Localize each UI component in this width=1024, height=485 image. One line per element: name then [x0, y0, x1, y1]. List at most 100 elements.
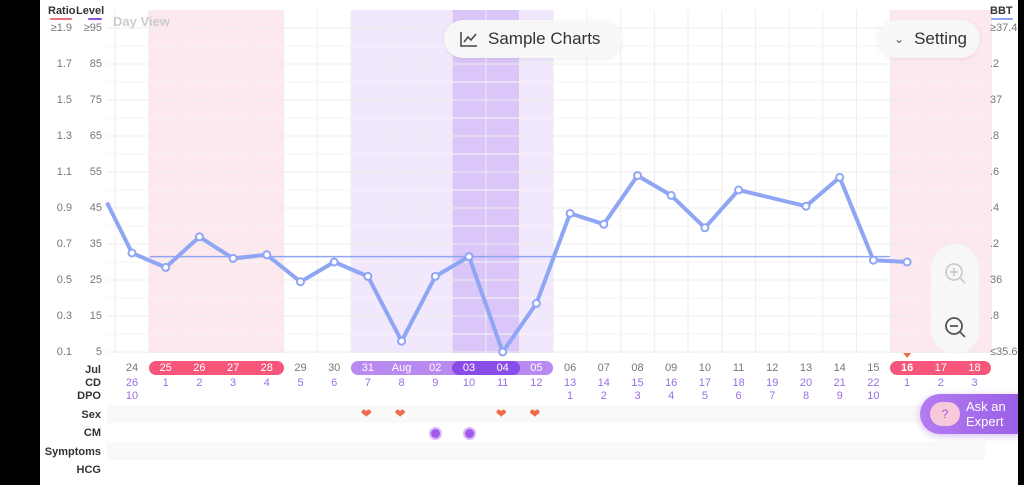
heart-icon[interactable]: ❤	[360, 406, 372, 421]
bbt-tick: 36	[990, 274, 1003, 286]
day-label[interactable]: 08	[631, 362, 644, 374]
bbt-point	[902, 257, 912, 267]
cd-value: 19	[766, 377, 779, 389]
bbt-tick: .2	[990, 58, 1000, 70]
dpo-value: 5	[701, 390, 708, 402]
day-label[interactable]: 25	[159, 362, 172, 374]
cd-value: 11	[496, 377, 509, 389]
cd-value: 14	[597, 377, 610, 389]
day-label[interactable]: 30	[328, 362, 341, 374]
ratio-tick: 0.1	[56, 346, 72, 358]
dpo-value: 3	[634, 390, 641, 402]
dpo-value: 7	[769, 390, 776, 402]
date-range-pill	[148, 361, 284, 375]
cd-value: 17	[698, 377, 712, 389]
bbt-tick: .4	[990, 202, 1000, 214]
cervical-mucus-icon[interactable]	[463, 427, 476, 440]
day-label[interactable]: 12	[766, 362, 779, 374]
sex-label: Sex	[81, 409, 101, 421]
level-tick: 15	[89, 310, 102, 322]
bbt-point	[700, 223, 710, 233]
day-label[interactable]: 14	[833, 362, 846, 374]
cd-value: 4	[263, 377, 270, 389]
day-label[interactable]: 29	[294, 362, 307, 374]
cervical-mucus-icon[interactable]	[429, 427, 443, 440]
day-label[interactable]: 06	[563, 362, 577, 374]
bbt-point	[329, 257, 339, 267]
bbt-tick: .8	[990, 310, 1000, 322]
setting-button[interactable]: ⌄ Setting	[878, 20, 980, 58]
bbt-point	[633, 171, 642, 181]
day-label[interactable]: 02	[429, 362, 442, 374]
hcg-label: HCG	[76, 464, 101, 476]
cd-value: 16	[665, 377, 678, 389]
day-label[interactable]: 16	[900, 362, 914, 374]
heart-icon[interactable]: ❤	[394, 406, 406, 421]
bbt-point	[228, 253, 238, 263]
ratio-tick: 1.3	[56, 130, 72, 142]
bbt-point	[531, 298, 541, 308]
day-label[interactable]: Aug	[391, 362, 412, 374]
day-label[interactable]: 05	[530, 362, 543, 374]
cd-value: 7	[364, 377, 371, 389]
cd-value: 5	[297, 377, 304, 389]
sample-charts-button[interactable]: Sample Charts	[444, 20, 622, 58]
day-label[interactable]: 13	[799, 362, 813, 374]
ask-expert-label: Ask an Expert	[966, 399, 1006, 429]
dpo-value: 6	[735, 390, 742, 402]
day-label[interactable]: 26	[193, 362, 206, 374]
day-label[interactable]: 04	[496, 362, 509, 374]
ratio-tick: 0.5	[56, 274, 72, 286]
day-label[interactable]: 27	[226, 362, 240, 374]
day-label[interactable]: 18	[968, 362, 981, 374]
ratio-tick: 0.9	[56, 202, 72, 214]
bbt-underline	[991, 18, 1013, 20]
cd-value: 6	[331, 377, 338, 389]
dpo-value: 9	[836, 390, 843, 402]
heart-icon[interactable]: ❤	[495, 406, 507, 421]
bbt-point	[363, 271, 373, 281]
level-tick: 25	[89, 274, 102, 286]
ask-expert-button[interactable]: ? Ask an Expert	[920, 394, 1018, 434]
ratio-underline	[50, 18, 72, 20]
bbt-header: BBT	[990, 5, 1013, 17]
bbt-tick: ≥37.4	[990, 22, 1018, 34]
level-tick: 75	[89, 94, 102, 106]
cd-value: 2	[196, 377, 203, 389]
dpo-label: DPO	[77, 390, 101, 402]
day-label[interactable]: 09	[665, 362, 678, 374]
day-label[interactable]: 03	[462, 362, 476, 374]
expert-chat-icon: ?	[930, 402, 960, 426]
bbt-point	[801, 201, 811, 211]
cd-value: 1	[162, 377, 169, 389]
bbt-tick: .6	[990, 166, 1000, 178]
cd-value: 22	[867, 377, 880, 389]
day-label[interactable]: 17	[934, 362, 947, 374]
bbt-point	[835, 172, 845, 182]
day-label[interactable]: 28	[260, 362, 273, 374]
bbt-point	[397, 336, 407, 346]
bbt-point	[296, 277, 305, 287]
zoom-out-icon[interactable]	[944, 316, 966, 338]
bbt-point	[127, 248, 137, 258]
heart-icon[interactable]: ❤	[529, 406, 541, 421]
zoom-in-icon[interactable]	[944, 262, 966, 284]
dpo-value: 10	[125, 390, 139, 402]
bbt-point	[262, 250, 272, 260]
day-label[interactable]: 10	[698, 362, 712, 374]
symptoms-label: Symptoms	[44, 446, 101, 458]
today-marker-icon	[903, 353, 912, 358]
day-label[interactable]: 24	[125, 362, 139, 374]
cd-value: 13	[563, 377, 577, 389]
day-label[interactable]: 07	[597, 362, 610, 374]
ovulation-pill	[452, 361, 520, 375]
dpo-value: 1	[567, 390, 574, 402]
ratio-tick: 1.5	[56, 94, 72, 106]
dpo-value: 4	[668, 390, 675, 402]
day-label[interactable]: 31	[361, 362, 375, 374]
zoom-controls	[931, 244, 979, 354]
sex-row-band	[107, 405, 985, 423]
ratio-tick: 1.1	[56, 166, 72, 178]
day-label[interactable]: 15	[867, 362, 880, 374]
day-label[interactable]: 11	[732, 362, 745, 374]
